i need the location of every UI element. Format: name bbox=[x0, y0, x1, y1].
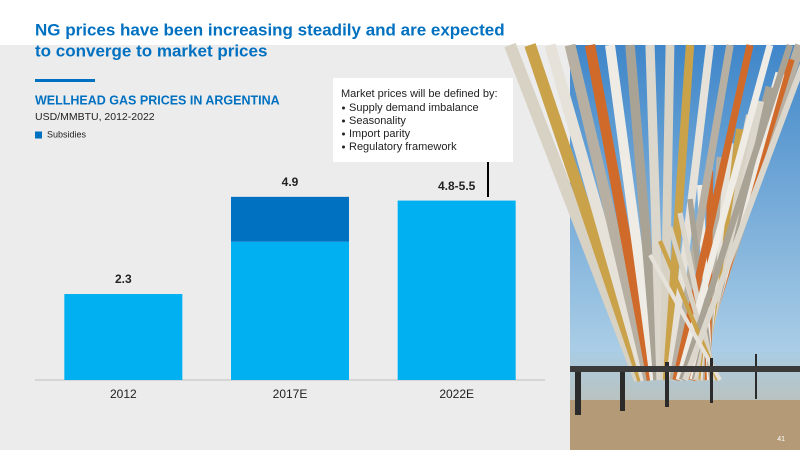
bullet bbox=[342, 132, 345, 136]
callout-item: Regulatory framework bbox=[349, 141, 457, 153]
pipe bbox=[524, 43, 649, 382]
bar-segment bbox=[64, 294, 183, 380]
chart-title: WELLHEAD GAS PRICES IN ARGENTINA bbox=[35, 93, 280, 107]
pipe bbox=[625, 44, 663, 381]
x-tick-label: 2017E bbox=[273, 387, 308, 401]
pipe bbox=[544, 43, 652, 382]
pipe bbox=[605, 44, 660, 381]
pipe bbox=[682, 63, 800, 382]
chart-subtitle: USD/MMBTU, 2012-2022 bbox=[35, 111, 155, 123]
pipe-support bbox=[575, 370, 581, 415]
callout-item: Seasonality bbox=[349, 115, 406, 127]
pipe bbox=[645, 44, 666, 381]
legend-label: Subsidies bbox=[47, 129, 87, 139]
bar-segment bbox=[231, 196, 349, 242]
accent-bar bbox=[35, 79, 95, 82]
slide-title: NG prices have been increasing steadily … bbox=[35, 20, 505, 39]
pipe bbox=[584, 44, 658, 381]
x-tick-label: 2022E bbox=[439, 387, 474, 401]
bullet bbox=[342, 145, 345, 149]
callout: Market prices will be defined by: Supply… bbox=[333, 78, 513, 197]
pipe bbox=[659, 44, 675, 381]
pipe-support bbox=[620, 366, 625, 411]
bullet bbox=[342, 106, 345, 110]
pipe bbox=[669, 44, 734, 381]
callout-item: Supply demand imbalance bbox=[349, 102, 479, 114]
legend-swatch bbox=[35, 131, 42, 139]
total-label: 4.9 bbox=[282, 175, 299, 189]
bullet bbox=[342, 119, 345, 123]
callout-box bbox=[333, 78, 513, 162]
pipe bbox=[678, 44, 794, 381]
bar-segment bbox=[397, 200, 516, 380]
bar-segment bbox=[231, 241, 349, 380]
x-tick-label: 2012 bbox=[110, 387, 137, 401]
pipe-support bbox=[665, 362, 669, 407]
pipe bbox=[564, 43, 655, 382]
pipe-support bbox=[710, 358, 713, 403]
slide-title: to converge to market prices bbox=[35, 41, 267, 60]
pipe bbox=[662, 44, 695, 381]
photo-ground bbox=[570, 400, 800, 450]
page-number: 41 bbox=[777, 436, 785, 443]
total-label: 4.8-5.5 bbox=[438, 179, 476, 193]
callout-heading: Market prices will be defined by: bbox=[341, 88, 498, 100]
support-beam bbox=[570, 366, 800, 372]
pipe bbox=[648, 254, 722, 381]
pipeline-photo bbox=[504, 42, 800, 450]
pipe-support bbox=[755, 354, 757, 399]
total-label: 2.3 bbox=[115, 272, 132, 286]
callout-item: Import parity bbox=[349, 128, 411, 140]
